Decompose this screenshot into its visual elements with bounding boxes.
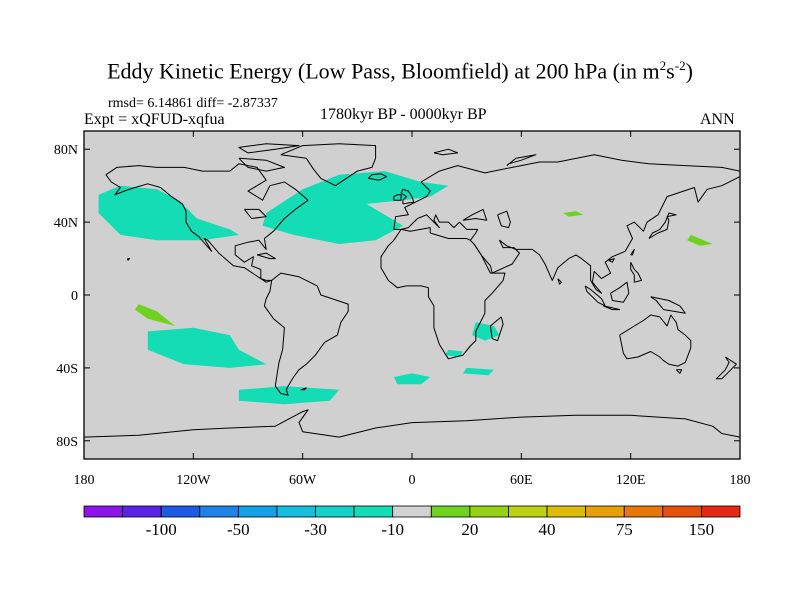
lat-label: 0 — [71, 289, 78, 304]
anomaly-west-pacific — [687, 234, 713, 246]
anomaly-north-atlantic — [262, 171, 449, 244]
lon-label: 60W — [289, 473, 317, 488]
title-superscript-1: 2 — [659, 58, 667, 73]
coastline-madagascar — [489, 316, 504, 342]
coastline-falklands — [300, 387, 307, 391]
coastline-hawaii — [127, 258, 131, 261]
colorbar-label: -50 — [227, 520, 250, 539]
colorbar-swatch — [353, 505, 394, 518]
colorbar-label: -100 — [146, 520, 177, 539]
coastline-australia — [619, 314, 692, 367]
coastline-svalbard — [433, 148, 459, 156]
coastline-iceland — [367, 173, 387, 181]
coastline-eurasia — [393, 154, 740, 294]
colorbar-swatch — [508, 505, 548, 518]
coastline-java — [603, 305, 621, 311]
period-label: 1780kyr BP - 0000kyr BP — [320, 106, 487, 123]
coastline-north-america — [105, 163, 309, 283]
coastline-japan — [648, 212, 677, 239]
coastline-hudson-bay-islands — [238, 157, 285, 172]
colorbar-swatch — [469, 505, 509, 518]
coastline-black-sea — [462, 208, 488, 221]
coastline-ireland — [393, 194, 402, 201]
colorbar-swatch — [237, 505, 278, 518]
coastline-tasmania — [675, 369, 683, 374]
coastline-africa — [380, 227, 506, 360]
lon-label: 120E — [616, 473, 646, 488]
colorbar-label: 40 — [539, 520, 556, 539]
coastline-south-america — [263, 272, 349, 396]
coastline-new-zealand — [715, 356, 737, 380]
colorbar-swatch — [83, 505, 123, 518]
lat-label: 80N — [54, 143, 78, 158]
lon-label: 0 — [409, 473, 416, 488]
anomaly-north-pacific — [98, 185, 239, 241]
colorbar-swatch — [623, 505, 664, 518]
coastline-great-lakes — [244, 208, 267, 219]
colorbar-label: 75 — [616, 520, 633, 539]
stats-text: rmsd= 6.14861 diff= -2.87337 — [108, 96, 278, 111]
lon-label: 180 — [730, 473, 751, 488]
season-label: ANN — [700, 111, 735, 128]
colorbar-swatch — [392, 505, 432, 518]
colorbar-swatch — [701, 505, 741, 518]
coastline-uk — [400, 188, 415, 205]
coastline-novaya-zemlya — [506, 154, 537, 166]
colorbar-swatch — [546, 505, 587, 518]
colorbar-swatch — [585, 505, 625, 518]
lon-label: 180 — [74, 473, 95, 488]
coastline-sri-lanka — [557, 278, 562, 285]
lon-label: 60E — [510, 473, 533, 488]
coastline-new-guinea — [650, 296, 686, 314]
coastline-greenland — [280, 143, 377, 187]
anomaly-central-asia — [563, 211, 584, 217]
coastline-ellesmere — [238, 143, 300, 154]
plot-title: Eddy Kinetic Energy (Low Pass, Bloomfiel… — [0, 58, 800, 84]
coastline-borneo — [610, 281, 630, 303]
colorbar-label: 150 — [689, 520, 715, 539]
title-superscript-2: -2 — [674, 58, 686, 73]
experiment-label: Expt = xQFUD-xqfua — [84, 111, 225, 128]
lat-label: 40N — [54, 216, 78, 231]
anomaly-south-pacific — [147, 327, 267, 368]
coastline-hainan — [608, 258, 615, 263]
colorbar-label: 20 — [461, 520, 478, 539]
anomaly-south-africa — [444, 349, 463, 357]
title-main: Eddy Kinetic Energy (Low Pass, Bloomfiel… — [107, 58, 660, 84]
anomaly-south-atlantic — [393, 373, 431, 385]
colorbar-swatch — [160, 505, 201, 518]
anomaly-pacific-tropical — [135, 304, 176, 326]
colorbar-swatch — [662, 505, 702, 518]
colorbar-label: -10 — [381, 520, 404, 539]
lat-label: 80S — [56, 435, 78, 450]
coastline-antarctica — [84, 409, 740, 438]
colorbar-swatch — [430, 505, 471, 518]
coastline-caspian-sea — [497, 210, 511, 229]
colorbar-swatch — [315, 505, 355, 518]
colorbar-label: -30 — [304, 520, 327, 539]
anomaly-indian-south — [463, 367, 494, 376]
anomaly-mozambique — [472, 322, 500, 341]
coastline-philippines — [630, 261, 643, 283]
lon-label: 120W — [176, 473, 211, 488]
colorbar-swatch — [199, 505, 239, 518]
coastline-cuba — [256, 252, 276, 260]
anomaly-southern-ocean-sa — [238, 386, 340, 405]
map-layer — [84, 143, 740, 438]
colorbar-swatch — [122, 505, 162, 518]
coastline-taiwan — [630, 248, 635, 256]
colorbar-swatch — [276, 505, 316, 518]
title-close: ) — [685, 58, 693, 84]
lat-label: 40S — [56, 362, 78, 377]
title-units-mid: s — [666, 58, 675, 84]
